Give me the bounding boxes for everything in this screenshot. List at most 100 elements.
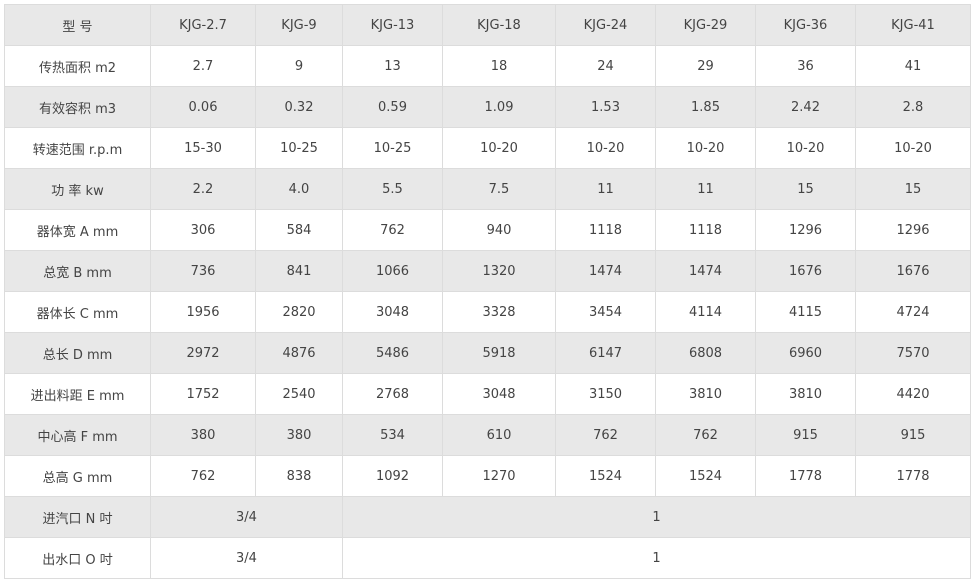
value-cell: 1474 [555, 250, 656, 292]
value-cell: 1524 [655, 455, 756, 497]
model-header-cell: KJG-29 [655, 4, 756, 46]
value-cell: 4876 [255, 332, 343, 374]
value-cell: 762 [655, 414, 756, 456]
table-row: 进汽口 N 吋 3/4 1 [4, 496, 971, 538]
value-cell: 915 [855, 414, 971, 456]
value-cell: 306 [150, 209, 256, 251]
model-header-cell: KJG-18 [442, 4, 556, 46]
table-row: 中心高 F mm 380 380 534 610 762 762 915 915 [4, 414, 971, 456]
merged-value-cell: 3/4 [150, 496, 343, 538]
value-cell: 940 [442, 209, 556, 251]
value-cell: 29 [655, 45, 756, 87]
value-cell: 7570 [855, 332, 971, 374]
value-cell: 4420 [855, 373, 971, 415]
table-row: 总宽 B mm 736 841 1066 1320 1474 1474 1676 1676 [4, 250, 971, 292]
value-cell: 2820 [255, 291, 343, 333]
value-cell: 4115 [755, 291, 856, 333]
table-row: 器体宽 A mm 306 584 762 940 1118 1118 1296 1296 [4, 209, 971, 251]
table-row: 器体长 C mm 1956 2820 3048 3328 3454 4114 4115 4724 [4, 291, 971, 333]
value-cell: 1118 [555, 209, 656, 251]
value-cell: 1296 [855, 209, 971, 251]
value-cell: 10-25 [255, 127, 343, 169]
value-cell: 11 [655, 168, 756, 210]
value-cell: 1474 [655, 250, 756, 292]
row-label-cell: 中心高 F mm [4, 414, 151, 456]
value-cell: 1296 [755, 209, 856, 251]
value-cell: 10-20 [555, 127, 656, 169]
value-cell: 6808 [655, 332, 756, 374]
row-label-cell: 进汽口 N 吋 [4, 496, 151, 538]
value-cell: 1.09 [442, 86, 556, 128]
value-cell: 1778 [855, 455, 971, 497]
value-cell: 1320 [442, 250, 556, 292]
row-label-cell: 有效容积 m3 [4, 86, 151, 128]
value-cell: 610 [442, 414, 556, 456]
value-cell: 2768 [342, 373, 443, 415]
row-label-cell: 器体长 C mm [4, 291, 151, 333]
value-cell: 1524 [555, 455, 656, 497]
row-label-cell: 转速范围 r.p.m [4, 127, 151, 169]
table-body: 型 号 KJG-2.7 KJG-9 KJG-13 KJG-18 KJG-24 KJG-29 K… [4, 4, 971, 579]
value-cell: 11 [555, 168, 656, 210]
value-cell: 1.53 [555, 86, 656, 128]
value-cell: 2.8 [855, 86, 971, 128]
value-cell: 24 [555, 45, 656, 87]
value-cell: 10-20 [855, 127, 971, 169]
value-cell: 2.42 [755, 86, 856, 128]
specs-table: 型 号 KJG-2.7 KJG-9 KJG-13 KJG-18 KJG-24 KJG-29 K… [4, 4, 971, 579]
model-header-cell: KJG-2.7 [150, 4, 256, 46]
value-cell: 1676 [755, 250, 856, 292]
value-cell: 2.7 [150, 45, 256, 87]
value-cell: 4114 [655, 291, 756, 333]
value-cell: 3454 [555, 291, 656, 333]
value-cell: 7.5 [442, 168, 556, 210]
value-cell: 1118 [655, 209, 756, 251]
model-header-cell: KJG-36 [755, 4, 856, 46]
value-cell: 1956 [150, 291, 256, 333]
value-cell: 1778 [755, 455, 856, 497]
value-cell: 380 [150, 414, 256, 456]
value-cell: 3328 [442, 291, 556, 333]
value-cell: 2972 [150, 332, 256, 374]
value-cell: 736 [150, 250, 256, 292]
row-label-cell: 传热面积 m2 [4, 45, 151, 87]
row-label-cell: 进出料距 E mm [4, 373, 151, 415]
table-row: 功 率 kw 2.2 4.0 5.5 7.5 11 11 15 15 [4, 168, 971, 210]
value-cell: 584 [255, 209, 343, 251]
value-cell: 15 [755, 168, 856, 210]
value-cell: 3048 [442, 373, 556, 415]
table-row: 传热面积 m2 2.7 9 13 18 24 29 36 41 [4, 45, 971, 87]
value-cell: 762 [150, 455, 256, 497]
value-cell: 915 [755, 414, 856, 456]
value-cell: 15-30 [150, 127, 256, 169]
value-cell: 3810 [655, 373, 756, 415]
value-cell: 13 [342, 45, 443, 87]
value-cell: 9 [255, 45, 343, 87]
value-cell: 2.2 [150, 168, 256, 210]
value-cell: 1752 [150, 373, 256, 415]
model-header-cell: KJG-24 [555, 4, 656, 46]
value-cell: 41 [855, 45, 971, 87]
value-cell: 4.0 [255, 168, 343, 210]
table-row: 进出料距 E mm 1752 2540 2768 3048 3150 3810 3810 442… [4, 373, 971, 415]
value-cell: 10-20 [755, 127, 856, 169]
model-header-cell: KJG-13 [342, 4, 443, 46]
model-header-cell: KJG-9 [255, 4, 343, 46]
value-cell: 10-20 [655, 127, 756, 169]
header-label-cell: 型 号 [4, 4, 151, 46]
table-row: 出水口 O 吋 3/4 1 [4, 537, 971, 579]
value-cell: 1066 [342, 250, 443, 292]
value-cell: 3048 [342, 291, 443, 333]
value-cell: 36 [755, 45, 856, 87]
value-cell: 380 [255, 414, 343, 456]
value-cell: 3150 [555, 373, 656, 415]
table-row: 有效容积 m3 0.06 0.32 0.59 1.09 1.53 1.85 2.42 2.8 [4, 86, 971, 128]
merged-value-cell: 3/4 [150, 537, 343, 579]
value-cell: 18 [442, 45, 556, 87]
value-cell: 1.85 [655, 86, 756, 128]
value-cell: 0.06 [150, 86, 256, 128]
row-label-cell: 总宽 B mm [4, 250, 151, 292]
merged-value-cell: 1 [342, 496, 971, 538]
value-cell: 5486 [342, 332, 443, 374]
value-cell: 1676 [855, 250, 971, 292]
